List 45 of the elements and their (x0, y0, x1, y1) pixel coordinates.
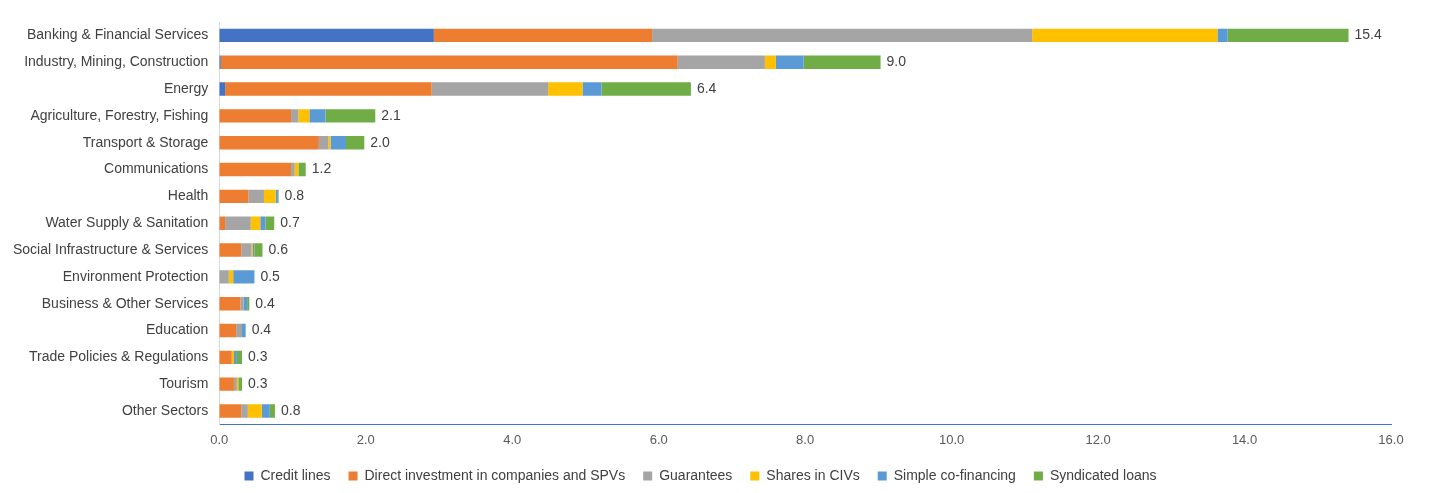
total-label: 2.1 (381, 106, 401, 123)
y-tick-label: Business & Other Services (41, 294, 209, 311)
total-label: 0.3 (248, 348, 268, 365)
y-tick-label: Water Supply & Sanitation (45, 214, 209, 231)
x-tick-label: 6.0 (649, 431, 668, 447)
legend-label: Shares in CIVs (766, 466, 860, 483)
x-tick-label: 14.0 (1231, 431, 1258, 447)
total-label: 6.4 (696, 79, 717, 96)
x-tick-label: 10.0 (938, 431, 965, 447)
y-tick-label: Agriculture, Forestry, Fishing (30, 106, 209, 123)
y-tick-label: Banking & Financial Services (26, 26, 209, 43)
y-tick-label: Energy (163, 79, 209, 96)
y-tick-label: Social Infrastructure & Services (13, 240, 209, 257)
y-tick-label: Transport & Storage (82, 133, 209, 150)
y-tick-label: Other Sectors (121, 401, 209, 418)
x-tick-label: 0.0 (210, 431, 229, 447)
y-tick-label: Health (167, 187, 209, 204)
total-label: 9.0 (886, 53, 907, 70)
legend-label: Credit lines (260, 466, 331, 483)
total-label: 0.5 (260, 267, 281, 284)
total-label: 0.4 (255, 294, 275, 311)
total-label: 0.3 (248, 375, 268, 392)
legend-label: Direct investment in companies and SPVs (364, 466, 626, 483)
total-label: 0.6 (268, 240, 289, 257)
total-label: 0.7 (280, 214, 300, 231)
y-tick-label: Environment Protection (62, 267, 209, 284)
legend-label: Syndicated loans (1049, 466, 1157, 483)
x-tick-label: 12.0 (1085, 431, 1111, 447)
y-tick-label: Communications (104, 160, 209, 177)
total-label: 2.0 (370, 133, 390, 150)
total-label: 15.4 (1354, 26, 1382, 43)
total-label: 0.8 (280, 401, 301, 418)
total-label: 1.2 (311, 160, 332, 177)
x-tick-label: 16.0 (1378, 431, 1404, 447)
x-tick-label: 2.0 (356, 431, 375, 447)
y-tick-label: Industry, Mining, Construction (24, 53, 209, 70)
x-tick-label: 8.0 (796, 431, 815, 447)
y-tick-label: Education (146, 321, 209, 338)
y-tick-label: Tourism (159, 375, 209, 392)
legend-label: Guarantees (659, 466, 733, 483)
total-label: 0.4 (251, 321, 272, 338)
total-label: 0.8 (284, 187, 305, 204)
x-tick-label: 4.0 (503, 431, 522, 447)
legend-label: Simple co-financing (893, 466, 1016, 483)
y-tick-label: Trade Policies & Regulations (29, 348, 209, 365)
